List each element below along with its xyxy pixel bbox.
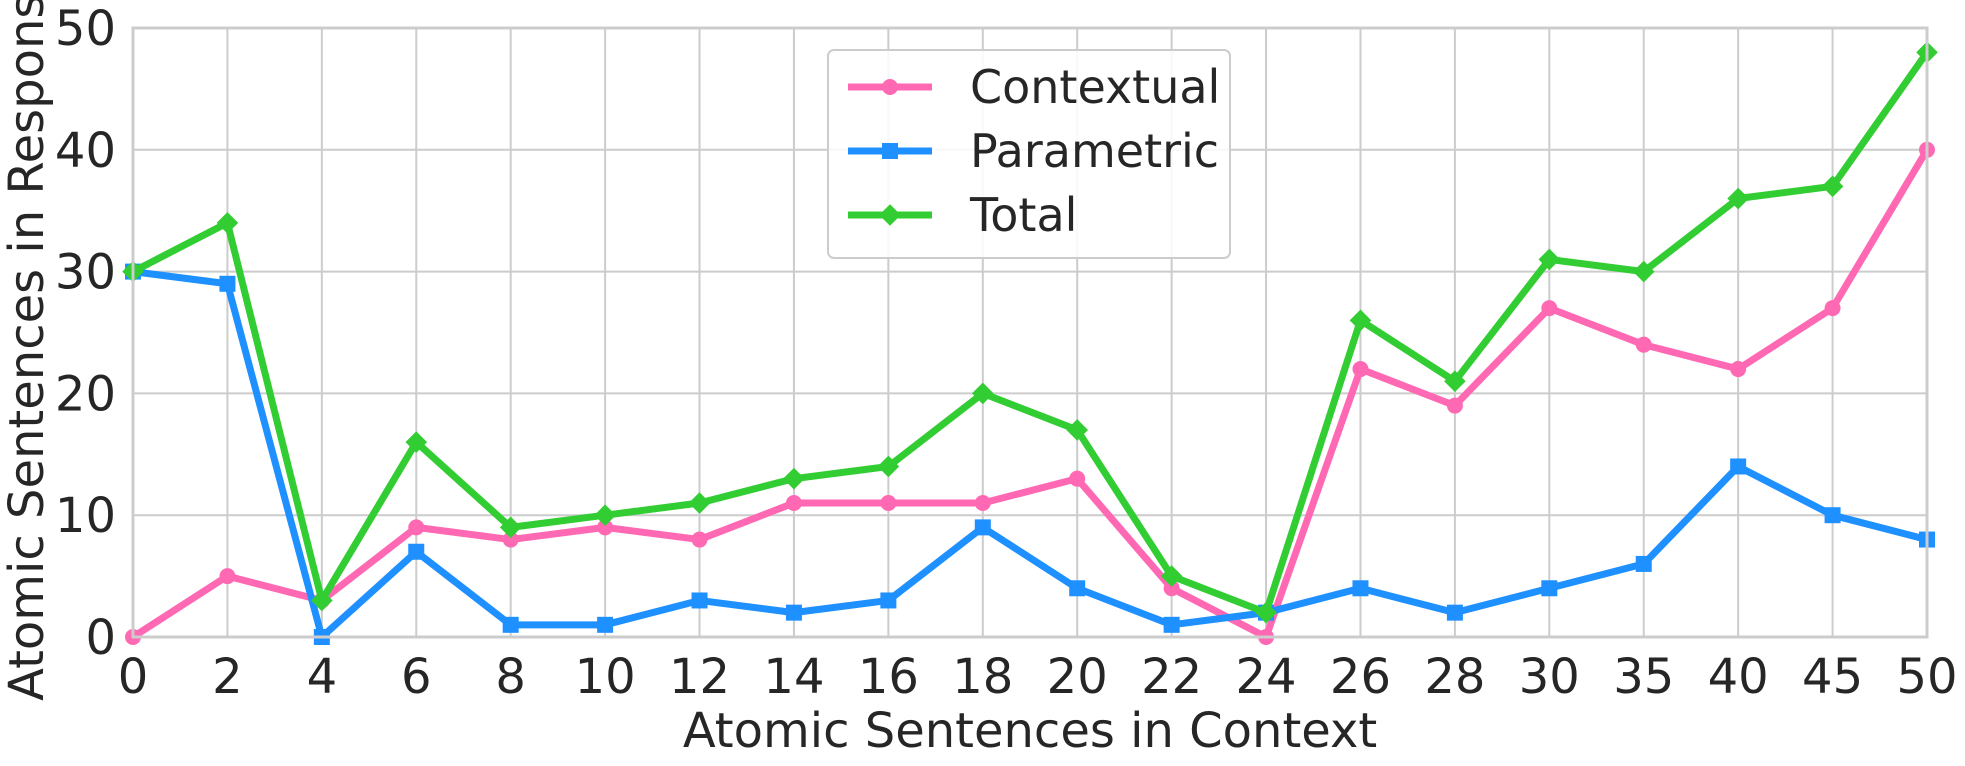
parametric-point — [1163, 616, 1180, 633]
x-tick-label: 20 — [1047, 649, 1108, 705]
total-point — [1538, 248, 1561, 271]
contextual-point — [974, 495, 991, 512]
parametric-point — [597, 616, 614, 633]
parametric-point — [974, 519, 991, 536]
x-tick-label: 16 — [858, 649, 919, 705]
y-tick-label: 10 — [55, 488, 116, 544]
parametric-point — [691, 592, 708, 609]
contextual-point — [1446, 397, 1463, 414]
total-point — [1066, 419, 1089, 441]
contextual-point — [502, 531, 519, 548]
x-tick-label: 24 — [1236, 649, 1297, 705]
parametric-point — [502, 616, 519, 633]
y-tick-label: 40 — [55, 123, 116, 179]
x-tick-label: 18 — [952, 649, 1013, 705]
y-axis-ticks: 0 10 20 30 40 50 — [55, 1, 116, 666]
parametric-point — [219, 275, 236, 292]
x-tick-label: 10 — [575, 649, 636, 705]
legend-box — [827, 49, 1231, 259]
legend-marker-contextual — [882, 79, 898, 95]
contextual-point — [691, 531, 708, 548]
contextual-point — [1824, 300, 1841, 317]
x-tick-label: 8 — [495, 649, 526, 705]
total-point — [216, 212, 239, 234]
contextual-point — [219, 568, 236, 585]
parametric-point — [785, 604, 802, 621]
contextual-point — [1541, 300, 1558, 317]
total-point — [971, 382, 994, 405]
contextual-line — [131, 148, 1931, 641]
total-point — [311, 589, 333, 612]
legend: Contextual Parametric Total — [827, 49, 1231, 259]
total-point — [499, 516, 522, 539]
parametric-point — [1541, 580, 1558, 597]
x-tick-label: 28 — [1424, 649, 1485, 705]
total-point — [877, 455, 900, 478]
y-tick-label: 50 — [55, 1, 116, 57]
x-tick-label: 30 — [1519, 649, 1580, 705]
legend-label-contextual: Contextual — [970, 60, 1220, 114]
contextual-point — [880, 495, 897, 512]
parametric-point — [1824, 507, 1841, 524]
legend-item-contextual: Contextual — [848, 60, 1220, 114]
x-tick-label: 4 — [307, 649, 338, 705]
total-point — [1444, 370, 1466, 393]
parametric-point — [1352, 580, 1369, 597]
total-point — [594, 504, 616, 526]
legend-label-total: Total — [969, 188, 1077, 242]
total-point — [1632, 260, 1655, 283]
legend-item-total: Total — [848, 188, 1077, 242]
y-axis-label: Atomic Sentences in Response — [0, 0, 55, 701]
contextual-point — [1069, 470, 1086, 487]
x-tick-label: 12 — [669, 649, 730, 705]
legend-label-parametric: Parametric — [970, 124, 1219, 178]
x-tick-label: 40 — [1708, 649, 1769, 705]
contextual-point — [1163, 580, 1180, 597]
contextual-point — [1352, 361, 1369, 378]
x-tick-label: 6 — [401, 649, 432, 705]
x-tick-label: 14 — [763, 649, 824, 705]
total-point — [783, 467, 805, 490]
contextual-point — [597, 519, 614, 536]
legend-item-parametric: Parametric — [848, 124, 1219, 178]
x-axis-label: Atomic Sentences in Context — [683, 703, 1377, 759]
x-tick-label: 35 — [1613, 649, 1674, 705]
legend-marker-total — [879, 204, 901, 226]
parametric-point — [880, 592, 897, 609]
parametric-point — [1069, 580, 1086, 597]
x-tick-label: 50 — [1896, 649, 1957, 705]
total-point — [1255, 601, 1277, 624]
parametric-point — [1635, 555, 1652, 572]
y-tick-label: 0 — [85, 610, 116, 666]
parametric-line — [132, 268, 1928, 641]
total-point — [1727, 187, 1749, 210]
series-contextual — [125, 141, 1935, 645]
contextual-point — [1730, 361, 1747, 378]
total-point — [1349, 309, 1372, 332]
y-tick-label: 30 — [55, 245, 116, 301]
x-axis-ticks: 0 2 4 6 8 10 12 14 16 18 20 22 24 26 28 30 35 40 45 50 — [118, 649, 1958, 705]
legend-marker-parametric — [882, 143, 898, 159]
contextual-point — [408, 519, 425, 536]
contextual-point — [785, 495, 802, 512]
x-tick-label: 0 — [118, 649, 149, 705]
parametric-point — [408, 543, 425, 560]
x-tick-label: 45 — [1802, 649, 1863, 705]
contextual-point — [1635, 336, 1652, 353]
y-tick-label: 20 — [55, 366, 116, 422]
parametric-point — [1446, 604, 1463, 621]
total-point — [1821, 175, 1844, 198]
parametric-point — [1730, 458, 1747, 475]
x-tick-label: 26 — [1330, 649, 1391, 705]
total-point — [688, 492, 711, 514]
total-point — [405, 431, 428, 453]
x-tick-label: 2 — [212, 649, 243, 705]
total-line — [131, 50, 1930, 617]
x-tick-label: 22 — [1141, 649, 1202, 705]
total-point — [1160, 565, 1183, 587]
plot-frame — [131, 26, 1929, 639]
series-parametric — [125, 263, 1935, 645]
